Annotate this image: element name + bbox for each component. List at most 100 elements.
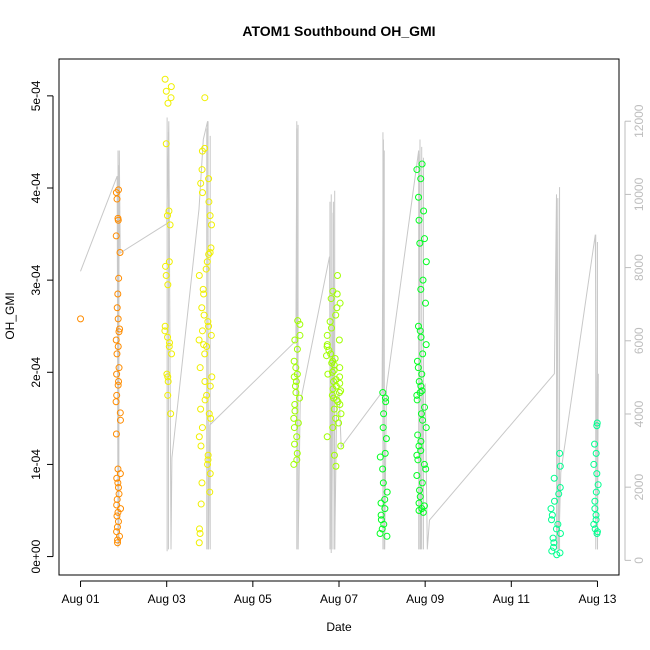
data-point bbox=[381, 505, 389, 513]
data-point bbox=[376, 453, 384, 461]
data-point bbox=[556, 483, 564, 491]
data-point bbox=[377, 499, 385, 507]
data-point bbox=[203, 342, 211, 350]
data-point bbox=[198, 479, 206, 487]
data-point bbox=[552, 525, 560, 533]
y-tick-label: 1e-04 bbox=[29, 449, 43, 480]
data-point bbox=[290, 460, 298, 468]
data-point bbox=[415, 193, 423, 201]
data-point bbox=[382, 435, 390, 443]
data-point bbox=[203, 258, 211, 266]
data-point bbox=[333, 290, 341, 298]
data-point bbox=[592, 488, 600, 496]
y2-tick-label: 2000 bbox=[632, 474, 646, 501]
x-tick-label: Aug 01 bbox=[62, 592, 100, 606]
data-point bbox=[161, 322, 169, 330]
data-point bbox=[381, 449, 389, 457]
data-point bbox=[204, 451, 212, 459]
data-point bbox=[420, 207, 428, 215]
data-point bbox=[379, 465, 387, 473]
data-point bbox=[418, 387, 426, 395]
x-axis: Aug 01 Aug 03 Aug 05 Aug 07 Aug 09 Aug 11 Aug … bbox=[62, 580, 617, 606]
data-point bbox=[335, 419, 343, 427]
x-tick-label: Aug 13 bbox=[578, 592, 616, 606]
x-tick-label: Aug 09 bbox=[406, 592, 444, 606]
data-point bbox=[161, 75, 169, 83]
data-point bbox=[162, 262, 170, 270]
data-point bbox=[337, 442, 345, 450]
data-point bbox=[418, 160, 426, 168]
data-point bbox=[377, 511, 385, 519]
data-point bbox=[195, 525, 203, 533]
data-point bbox=[165, 258, 173, 266]
data-point bbox=[548, 516, 556, 524]
data-point bbox=[333, 396, 341, 404]
data-point bbox=[113, 474, 121, 482]
data-point bbox=[113, 195, 121, 203]
data-point bbox=[114, 342, 122, 350]
data-point bbox=[206, 488, 214, 496]
data-point bbox=[323, 331, 331, 339]
data-point bbox=[326, 318, 334, 326]
data-point bbox=[417, 447, 425, 455]
data-point bbox=[383, 532, 391, 540]
data-point bbox=[200, 311, 208, 319]
data-point bbox=[591, 505, 599, 513]
data-point bbox=[168, 350, 176, 358]
data-point bbox=[207, 331, 215, 339]
data-point bbox=[113, 523, 121, 531]
data-point bbox=[381, 394, 389, 402]
data-point bbox=[201, 94, 209, 102]
data-point bbox=[291, 407, 299, 415]
data-point bbox=[421, 235, 429, 243]
data-point bbox=[556, 462, 564, 470]
data-point bbox=[323, 433, 331, 441]
data-point bbox=[198, 304, 206, 312]
data-point bbox=[167, 83, 175, 91]
data-point bbox=[113, 391, 121, 399]
data-point bbox=[336, 299, 344, 307]
data-point bbox=[116, 409, 124, 417]
data-point bbox=[204, 318, 212, 326]
data-point bbox=[550, 543, 558, 551]
data-point bbox=[162, 272, 170, 280]
data-point bbox=[195, 272, 203, 280]
data-point bbox=[112, 336, 120, 344]
data-point bbox=[382, 398, 390, 406]
data-point bbox=[208, 373, 216, 381]
data-point bbox=[333, 272, 341, 280]
data-point bbox=[164, 373, 172, 381]
data-point bbox=[420, 460, 428, 468]
data-point bbox=[166, 339, 174, 347]
data-point bbox=[165, 342, 173, 350]
data-point bbox=[414, 322, 422, 330]
data-point bbox=[116, 325, 124, 333]
data-point bbox=[198, 189, 206, 197]
data-point bbox=[113, 304, 121, 312]
y-tick-label: 5e-04 bbox=[29, 80, 43, 111]
data-point bbox=[195, 539, 203, 547]
data-point bbox=[294, 317, 302, 325]
x-tick-label: Aug 07 bbox=[320, 592, 358, 606]
data-point bbox=[293, 345, 301, 353]
data-point bbox=[593, 419, 601, 427]
chart-title: ATOM1 Southbound OH_GMI bbox=[242, 23, 435, 39]
data-point bbox=[593, 422, 601, 430]
y-axis: 0e+00 1e-04 2e-04 3e-04 4e-04 5e-04 bbox=[29, 80, 54, 573]
data-point bbox=[162, 140, 170, 148]
data-point bbox=[418, 479, 426, 487]
data-point bbox=[592, 511, 600, 519]
data-point bbox=[166, 221, 174, 229]
data-point bbox=[195, 433, 203, 441]
data-point bbox=[337, 387, 345, 395]
data-point bbox=[202, 265, 210, 273]
data-point bbox=[383, 488, 391, 496]
data-point bbox=[591, 440, 599, 448]
data-point bbox=[417, 285, 425, 293]
data-point bbox=[422, 465, 430, 473]
data-point bbox=[323, 352, 331, 360]
data-point bbox=[197, 405, 205, 413]
data-point bbox=[416, 327, 424, 335]
data-point bbox=[207, 414, 215, 422]
data-point bbox=[115, 378, 123, 385]
